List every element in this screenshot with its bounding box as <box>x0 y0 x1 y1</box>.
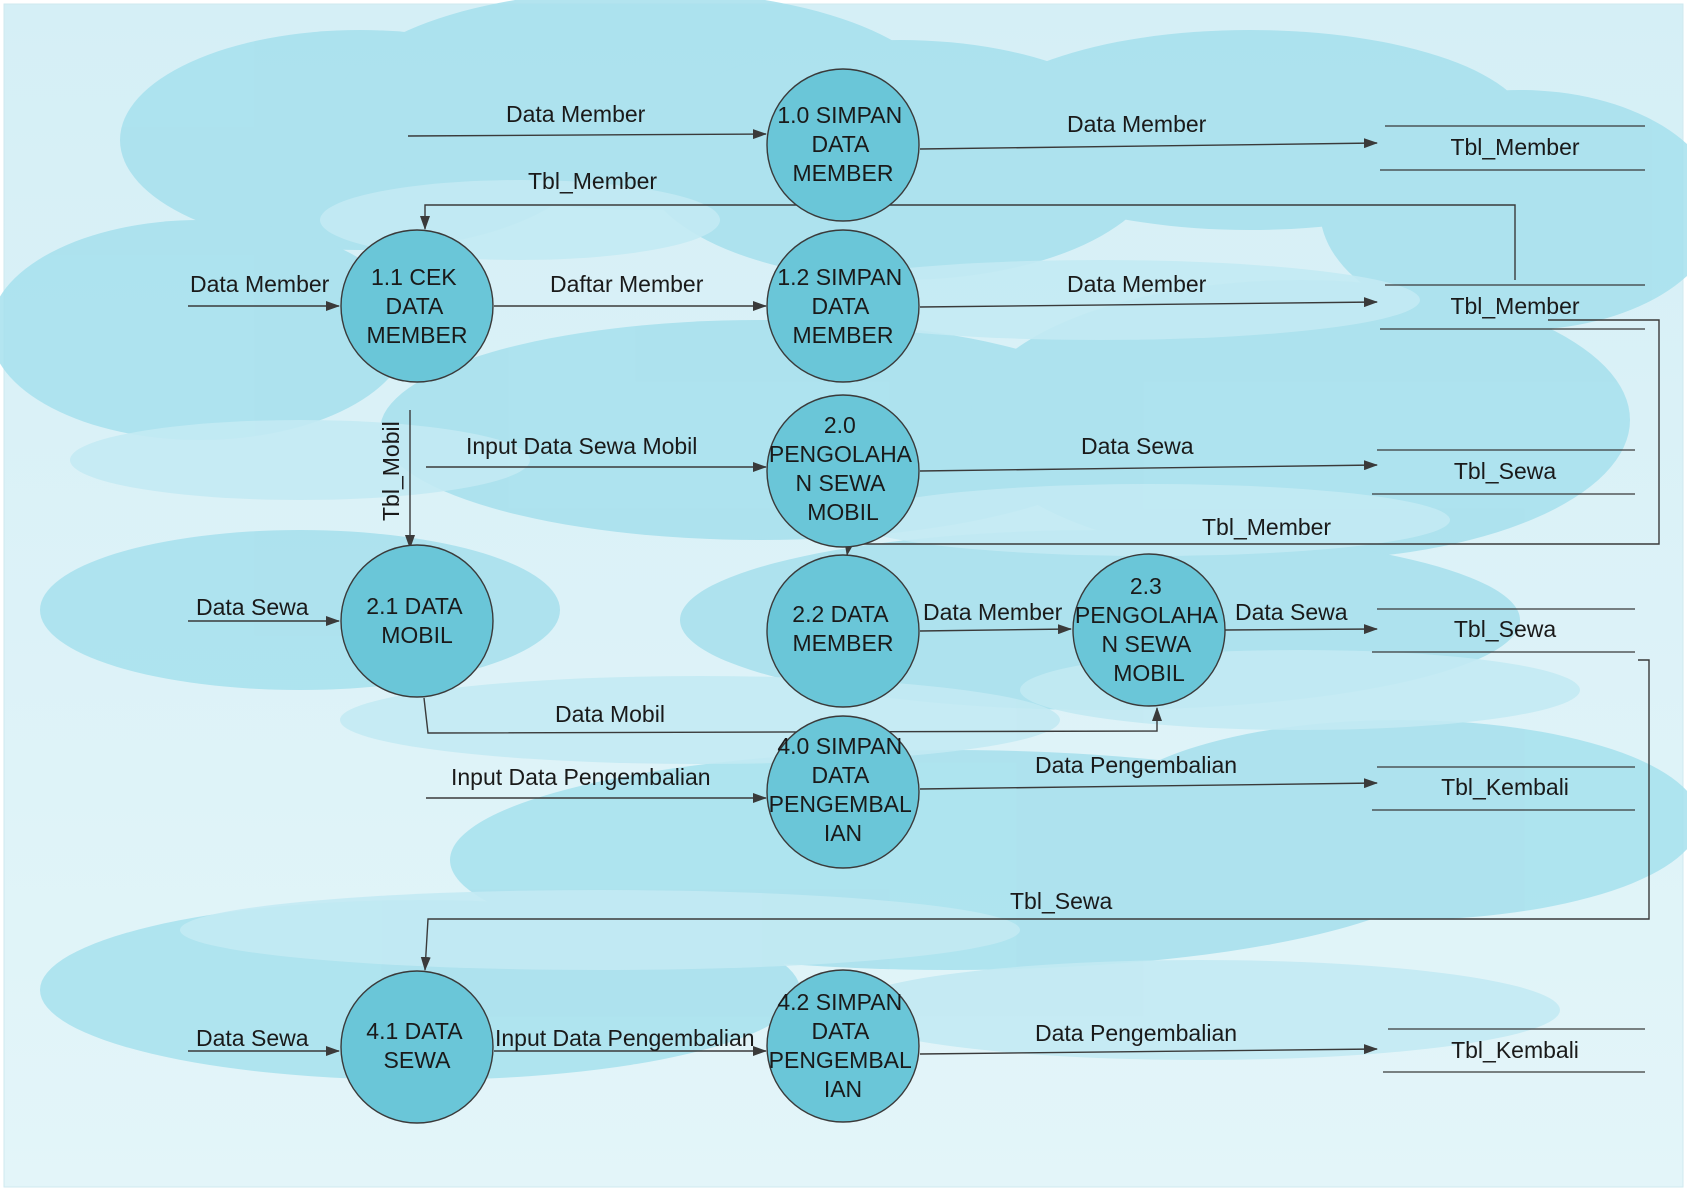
process-4-1-data-sewa: 4.1 DATA SEWA <box>340 970 494 1124</box>
process-2-3-pengolahan-sewa-mobil: 2.3 PENGOLAHA N SEWA MOBIL <box>1072 553 1226 707</box>
flow-labels: Data Member Data Member Tbl_Member Data … <box>190 101 1348 1051</box>
flow-arrow <box>844 319 1660 556</box>
process-label: 1.0 SIMPAN DATA MEMBER <box>777 102 908 186</box>
process-1-0-simpan-data-member: 1.0 SIMPAN DATA MEMBER <box>766 68 920 222</box>
process-label: 2.3 PENGOLAHA N SEWA MOBIL <box>1075 573 1223 686</box>
process-4-2-simpan-data-pengembalian: 4.2 SIMPAN DATA PENGEMBAL IAN <box>766 969 920 1123</box>
flow-label: Tbl_Member <box>528 168 657 194</box>
flow-label: Data Pengembalian <box>1035 1020 1237 1046</box>
flow-arrow <box>919 138 1378 150</box>
process-2-2-data-member: 2.2 DATA MEMBER <box>766 554 920 708</box>
data-stores: Tbl_Member Tbl_Member Tbl_Sewa Tbl_Sewa … <box>1372 125 1645 1073</box>
store-label: Tbl_Sewa <box>1454 458 1556 484</box>
store-tbl-sewa-2: Tbl_Sewa <box>1372 608 1635 653</box>
flow-label: Data Sewa <box>196 1025 309 1051</box>
store-label: Tbl_Kembali <box>1441 774 1569 800</box>
process-label: 1.1 CEK DATA MEMBER <box>367 264 468 348</box>
store-tbl-member-2: Tbl_Member <box>1380 284 1645 330</box>
flow-arrow <box>919 460 1378 472</box>
process-2-0-pengolahan-sewa-mobil: 2.0 PENGOLAHA N SEWA MOBIL <box>766 394 920 548</box>
process-label: 4.2 SIMPAN DATA PENGEMBAL IAN <box>769 989 918 1102</box>
store-tbl-sewa-1: Tbl_Sewa <box>1372 449 1635 495</box>
flow-label: Data Pengembalian <box>1035 752 1237 778</box>
flow-label: Data Sewa <box>196 594 309 620</box>
store-tbl-member-1: Tbl_Member <box>1380 125 1645 171</box>
flow-label: Tbl_Mobil <box>378 421 404 521</box>
process-1-2-simpan-data-member: 1.2 SIMPAN DATA MEMBER <box>766 229 920 383</box>
process-label: 2.2 DATA MEMBER <box>792 601 893 656</box>
flow-label: Input Data Pengembalian <box>495 1025 755 1051</box>
flow-label: Daftar Member <box>550 271 704 297</box>
flow-arrow <box>1224 624 1378 635</box>
flow-arrow <box>407 129 767 140</box>
flow-arrow <box>420 204 1516 280</box>
process-1-1-cek-data-member: 1.1 CEK DATA MEMBER <box>340 229 494 383</box>
process-label: 4.1 DATA SEWA <box>366 1018 467 1073</box>
flow-label: Tbl_Sewa <box>1010 888 1112 914</box>
flow-label: Data Member <box>190 271 330 297</box>
flow-label: Data Sewa <box>1081 433 1194 459</box>
flow-label: Input Data Pengembalian <box>451 764 711 790</box>
flow-label: Data Member <box>923 599 1063 625</box>
store-tbl-kembali-2: Tbl_Kembali <box>1383 1028 1645 1073</box>
store-tbl-kembali-1: Tbl_Kembali <box>1372 766 1635 811</box>
store-label: Tbl_Member <box>1450 293 1579 319</box>
process-label: 4.0 SIMPAN DATA PENGEMBAL IAN <box>769 733 918 846</box>
flow-arrow <box>423 697 1162 734</box>
store-label: Tbl_Sewa <box>1454 616 1556 642</box>
flow-lines <box>188 129 1660 1056</box>
flow-arrow <box>919 624 1072 635</box>
flow-label: Data Member <box>506 101 646 127</box>
process-4-0-simpan-data-pengembalian: 4.0 SIMPAN DATA PENGEMBAL IAN <box>766 715 920 869</box>
process-label: 2.0 PENGOLAHA N SEWA MOBIL <box>769 412 917 525</box>
flow-label: Tbl_Member <box>1202 514 1331 540</box>
flow-label: Data Sewa <box>1235 599 1348 625</box>
process-label: 1.2 SIMPAN DATA MEMBER <box>777 264 908 348</box>
flow-label: Data Member <box>1067 271 1207 297</box>
store-label: Tbl_Kembali <box>1451 1037 1579 1063</box>
flow-arrow <box>420 659 1650 971</box>
processes: 1.0 SIMPAN DATA MEMBER 1.1 CEK DATA MEMB… <box>340 68 1226 1124</box>
process-label: 2.1 DATA MOBIL <box>366 593 467 648</box>
flow-label: Data Member <box>1067 111 1207 137</box>
flow-arrow <box>919 297 1378 308</box>
flow-arrow <box>919 1044 1378 1055</box>
process-2-1-data-mobil: 2.1 DATA MOBIL <box>340 544 494 698</box>
flow-arrow <box>919 778 1378 790</box>
flow-label: Input Data Sewa Mobil <box>466 433 697 459</box>
flow-label: Data Mobil <box>555 701 665 727</box>
store-label: Tbl_Member <box>1450 134 1579 160</box>
